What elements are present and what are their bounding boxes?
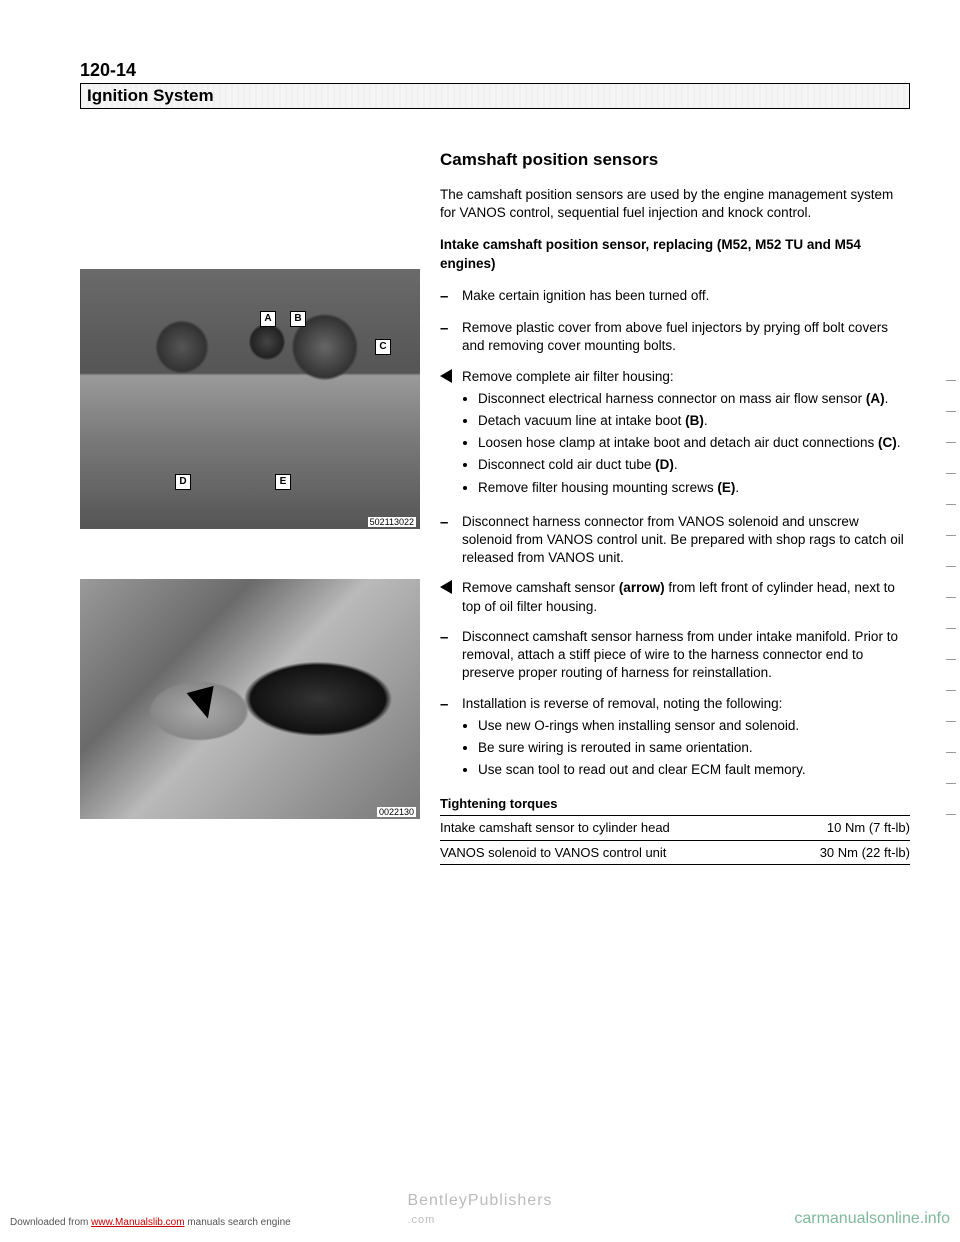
step-3: Remove complete air filter housing: Disc… — [440, 368, 910, 501]
page-edge-ticks — [946, 380, 956, 845]
bullet: Loosen hose clamp at intake boot and det… — [478, 434, 910, 452]
bullet: Use scan tool to read out and clear ECM … — [478, 761, 910, 779]
figure1-code: 502113022 — [368, 517, 416, 527]
torques-heading: Tightening torques — [440, 795, 910, 813]
step-5: Remove camshaft sensor (arrow) from left… — [440, 579, 910, 615]
figures-column: A B C D E 502113022 0022130 — [80, 129, 420, 869]
figure1-label-c: C — [375, 339, 391, 355]
bullet: Remove filter housing mounting screws (E… — [478, 479, 910, 497]
dash-mark: – — [440, 695, 462, 784]
figure1-label-e: E — [275, 474, 291, 490]
figure-1: A B C D E 502113022 — [80, 269, 420, 529]
heading-camshaft: Camshaft position sensors — [440, 149, 910, 172]
torque-row-1: Intake camshaft sensor to cylinder head … — [440, 815, 910, 840]
bullet: Use new O-rings when installing sensor a… — [478, 717, 910, 735]
figure2-code: 0022130 — [377, 807, 416, 817]
dash-mark: – — [440, 319, 462, 355]
figure1-label-d: D — [175, 474, 191, 490]
dash-mark: – — [440, 628, 462, 683]
dash-mark: – — [440, 513, 462, 568]
page-number: 120-14 — [80, 60, 910, 81]
figure-2: 0022130 — [80, 579, 420, 819]
subheading: Intake camshaft position sensor, replaci… — [440, 236, 910, 272]
dash-mark: – — [440, 287, 462, 307]
bullet: Disconnect electrical harness connector … — [478, 390, 910, 408]
text-column: Camshaft position sensors The camshaft p… — [440, 129, 910, 869]
bullet: Be sure wiring is rerouted in same orien… — [478, 739, 910, 757]
step-1: – Make certain ignition has been turned … — [440, 287, 910, 307]
bullet: Detach vacuum line at intake boot (B). — [478, 412, 910, 430]
intro-paragraph: The camshaft position sensors are used b… — [440, 186, 910, 222]
bullet: Disconnect cold air duct tube (D). — [478, 456, 910, 474]
triangle-mark — [440, 368, 462, 501]
step-7: – Installation is reverse of removal, no… — [440, 695, 910, 784]
footer-watermark: BentleyPublishers .com — [407, 1192, 552, 1228]
footer-right-watermark: carmanualsonline.info — [794, 1210, 950, 1228]
step-2: – Remove plastic cover from above fuel i… — [440, 319, 910, 355]
triangle-mark — [440, 579, 462, 615]
footer-left: Downloaded from www.Manualslib.com manua… — [10, 1217, 291, 1228]
step-6: – Disconnect camshaft sensor harness fro… — [440, 628, 910, 683]
step-4: – Disconnect harness connector from VANO… — [440, 513, 910, 568]
section-title-box: Ignition System — [80, 83, 910, 109]
figure1-label-a: A — [260, 311, 276, 327]
manualslib-link[interactable]: www.Manualslib.com — [91, 1217, 184, 1228]
torque-row-2: VANOS solenoid to VANOS control unit 30 … — [440, 840, 910, 865]
figure1-label-b: B — [290, 311, 306, 327]
